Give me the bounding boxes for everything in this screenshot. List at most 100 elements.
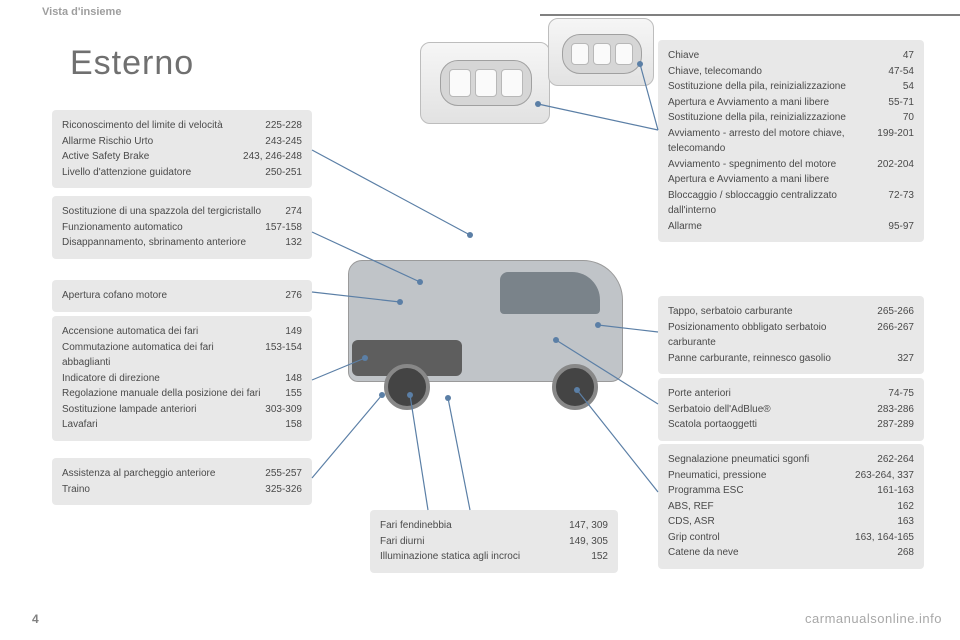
index-label: Allarme Rischio Urto bbox=[62, 134, 265, 150]
index-row: Apertura cofano motore276 bbox=[62, 288, 302, 304]
index-row: Avviamento - spegnimento del motore Aper… bbox=[668, 157, 914, 188]
index-pages: 202-204 bbox=[877, 157, 914, 188]
index-label: Sostituzione lampade anteriori bbox=[62, 402, 265, 418]
index-pages: 283-286 bbox=[877, 402, 914, 418]
index-pages: 266-267 bbox=[877, 320, 914, 351]
index-row: Fari fendinebbia147, 309 bbox=[380, 518, 608, 534]
index-label: Panne carburante, reinnesco gasolio bbox=[668, 351, 897, 367]
index-label: Livello d'attenzione guidatore bbox=[62, 165, 265, 181]
index-label: Chiave, telecomando bbox=[668, 64, 888, 80]
index-pages: 325-326 bbox=[265, 482, 302, 498]
index-pages: 47 bbox=[903, 48, 914, 64]
index-row: Indicatore di direzione148 bbox=[62, 371, 302, 387]
index-label: Accensione automatica dei fari bbox=[62, 324, 285, 340]
index-label: Fari diurni bbox=[380, 534, 569, 550]
index-label: Lavafari bbox=[62, 417, 285, 433]
index-pages: 161-163 bbox=[877, 483, 914, 499]
section-label: Vista d'insieme bbox=[42, 6, 121, 18]
index-label: Posizionamento obbligato serbatoio carbu… bbox=[668, 320, 877, 351]
index-row: Accensione automatica dei fari149 bbox=[62, 324, 302, 340]
index-row: Porte anteriori74-75 bbox=[668, 386, 914, 402]
index-pages: 287-289 bbox=[877, 417, 914, 433]
box-foglights: Fari fendinebbia147, 309Fari diurni149, … bbox=[370, 510, 618, 573]
index-pages: 243-245 bbox=[265, 134, 302, 150]
index-pages: 149 bbox=[285, 324, 302, 340]
index-row: Posizionamento obbligato serbatoio carbu… bbox=[668, 320, 914, 351]
index-pages: 153-154 bbox=[265, 340, 302, 371]
index-label: Pneumatici, pressione bbox=[668, 468, 855, 484]
index-row: Commutazione automatica dei fari abbagli… bbox=[62, 340, 302, 371]
index-row: Avviamento - arresto del motore chiave, … bbox=[668, 126, 914, 157]
index-pages: 158 bbox=[285, 417, 302, 433]
index-label: Assistenza al parcheggio anteriore bbox=[62, 466, 265, 482]
index-pages: 47-54 bbox=[888, 64, 914, 80]
box-wiper: Sostituzione di una spazzola del tergicr… bbox=[52, 196, 312, 259]
index-pages: 263-264, 337 bbox=[855, 468, 914, 484]
index-label: Avviamento - spegnimento del motore Aper… bbox=[668, 157, 877, 188]
index-pages: 163, 164-165 bbox=[855, 530, 914, 546]
index-pages: 255-257 bbox=[265, 466, 302, 482]
index-row: Bloccaggio / sbloccaggio centralizzato d… bbox=[668, 188, 914, 219]
index-pages: 55-71 bbox=[888, 95, 914, 111]
index-label: Riconoscimento del limite di velocità bbox=[62, 118, 265, 134]
index-pages: 132 bbox=[285, 235, 302, 251]
index-row: Apertura e Avviamento a mani libere55-71 bbox=[668, 95, 914, 111]
box-doors: Porte anteriori74-75Serbatoio dell'AdBlu… bbox=[658, 378, 924, 441]
index-row: Sostituzione di una spazzola del tergicr… bbox=[62, 204, 302, 220]
index-pages: 243, 246-248 bbox=[243, 149, 302, 165]
index-label: Traino bbox=[62, 482, 265, 498]
index-row: Traino325-326 bbox=[62, 482, 302, 498]
index-row: Catene da neve268 bbox=[668, 545, 914, 561]
page-title: Esterno bbox=[70, 44, 194, 83]
index-row: Assistenza al parcheggio anteriore255-25… bbox=[62, 466, 302, 482]
header-rule bbox=[540, 14, 960, 16]
index-label: Avviamento - arresto del motore chiave, … bbox=[668, 126, 877, 157]
index-pages: 163 bbox=[897, 514, 914, 530]
index-pages: 265-266 bbox=[877, 304, 914, 320]
van-illustration-window bbox=[500, 272, 600, 314]
index-row: Programma ESC161-163 bbox=[668, 483, 914, 499]
index-label: Bloccaggio / sbloccaggio centralizzato d… bbox=[668, 188, 888, 219]
index-row: Serbatoio dell'AdBlue®283-286 bbox=[668, 402, 914, 418]
index-row: Chiave, telecomando47-54 bbox=[668, 64, 914, 80]
index-row: Grip control163, 164-165 bbox=[668, 530, 914, 546]
box-safety: Riconoscimento del limite di velocità225… bbox=[52, 110, 312, 188]
index-row: Riconoscimento del limite di velocità225… bbox=[62, 118, 302, 134]
index-pages: 199-201 bbox=[877, 126, 914, 157]
index-row: Sostituzione della pila, reinizializzazi… bbox=[668, 79, 914, 95]
van-wheel-rear bbox=[552, 364, 598, 410]
index-row: Active Safety Brake243, 246-248 bbox=[62, 149, 302, 165]
index-pages: 225-228 bbox=[265, 118, 302, 134]
index-pages: 152 bbox=[591, 549, 608, 565]
index-label: Scatola portaoggetti bbox=[668, 417, 877, 433]
index-pages: 148 bbox=[285, 371, 302, 387]
watermark: carmanualsonline.info bbox=[805, 611, 942, 626]
index-label: Illuminazione statica agli incroci bbox=[380, 549, 591, 565]
index-label: Serbatoio dell'AdBlue® bbox=[668, 402, 877, 418]
page-header: Vista d'insieme bbox=[0, 0, 960, 26]
index-pages: 274 bbox=[285, 204, 302, 220]
index-pages: 70 bbox=[903, 110, 914, 126]
index-row: Tappo, serbatoio carburante265-266 bbox=[668, 304, 914, 320]
index-row: CDS, ASR163 bbox=[668, 514, 914, 530]
keyfob-shape-2 bbox=[562, 34, 642, 74]
page-number: 4 bbox=[32, 612, 39, 626]
index-label: Funzionamento automatico bbox=[62, 220, 265, 236]
index-label: Fari fendinebbia bbox=[380, 518, 569, 534]
index-label: CDS, ASR bbox=[668, 514, 897, 530]
index-row: Scatola portaoggetti287-289 bbox=[668, 417, 914, 433]
index-pages: 74-75 bbox=[888, 386, 914, 402]
index-pages: 149, 305 bbox=[569, 534, 608, 550]
index-label: Active Safety Brake bbox=[62, 149, 243, 165]
index-pages: 155 bbox=[285, 386, 302, 402]
index-label: Allarme bbox=[668, 219, 888, 235]
index-pages: 262-264 bbox=[877, 452, 914, 468]
index-row: Segnalazione pneumatici sgonfi262-264 bbox=[668, 452, 914, 468]
index-row: Regolazione manuale della posizione dei … bbox=[62, 386, 302, 402]
index-label: ABS, REF bbox=[668, 499, 897, 515]
index-row: Fari diurni149, 305 bbox=[380, 534, 608, 550]
index-row: Livello d'attenzione guidatore250-251 bbox=[62, 165, 302, 181]
index-row: Allarme Rischio Urto243-245 bbox=[62, 134, 302, 150]
index-pages: 72-73 bbox=[888, 188, 914, 219]
index-label: Programma ESC bbox=[668, 483, 877, 499]
